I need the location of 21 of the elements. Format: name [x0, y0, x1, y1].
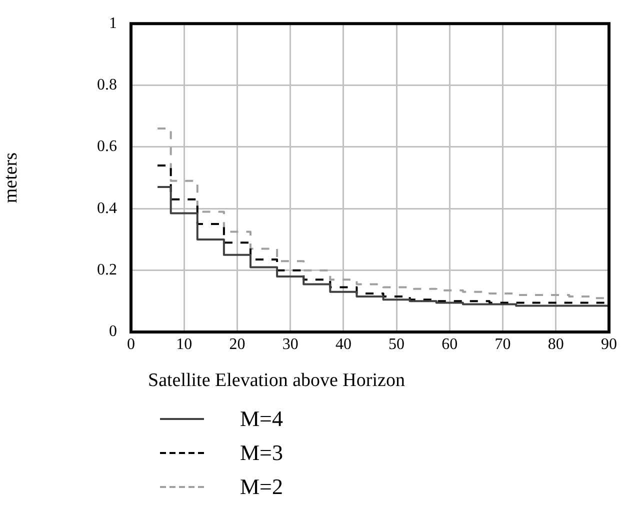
y-tick-label: 0.8: [97, 76, 117, 94]
legend-label: M=4: [240, 406, 283, 432]
x-tick-label: 30: [282, 336, 298, 353]
y-tick-label: 0: [109, 323, 117, 340]
x-tick-label: 40: [335, 336, 352, 353]
y-tick-label: 0.4: [97, 200, 117, 217]
y-axis-title: meters: [0, 152, 22, 204]
x-tick-label: 70: [494, 336, 511, 353]
legend-label: M=3: [240, 440, 283, 466]
x-tick-label: 90: [601, 336, 617, 353]
y-tick-label: 0.6: [97, 138, 117, 156]
x-tick-label: 0: [127, 336, 135, 353]
legend-label: M=2: [240, 474, 283, 500]
x-tick-label: 80: [548, 336, 564, 353]
y-tick-label: 0.2: [97, 262, 117, 279]
x-tick-label: 10: [176, 336, 192, 353]
x-tick-label: 60: [442, 336, 458, 353]
y-tick-label: 1: [109, 14, 117, 32]
x-axis-title: Satellite Elevation above Horizon: [148, 370, 405, 392]
x-tick-label: 50: [388, 336, 405, 353]
x-tick-label: 20: [229, 336, 246, 353]
